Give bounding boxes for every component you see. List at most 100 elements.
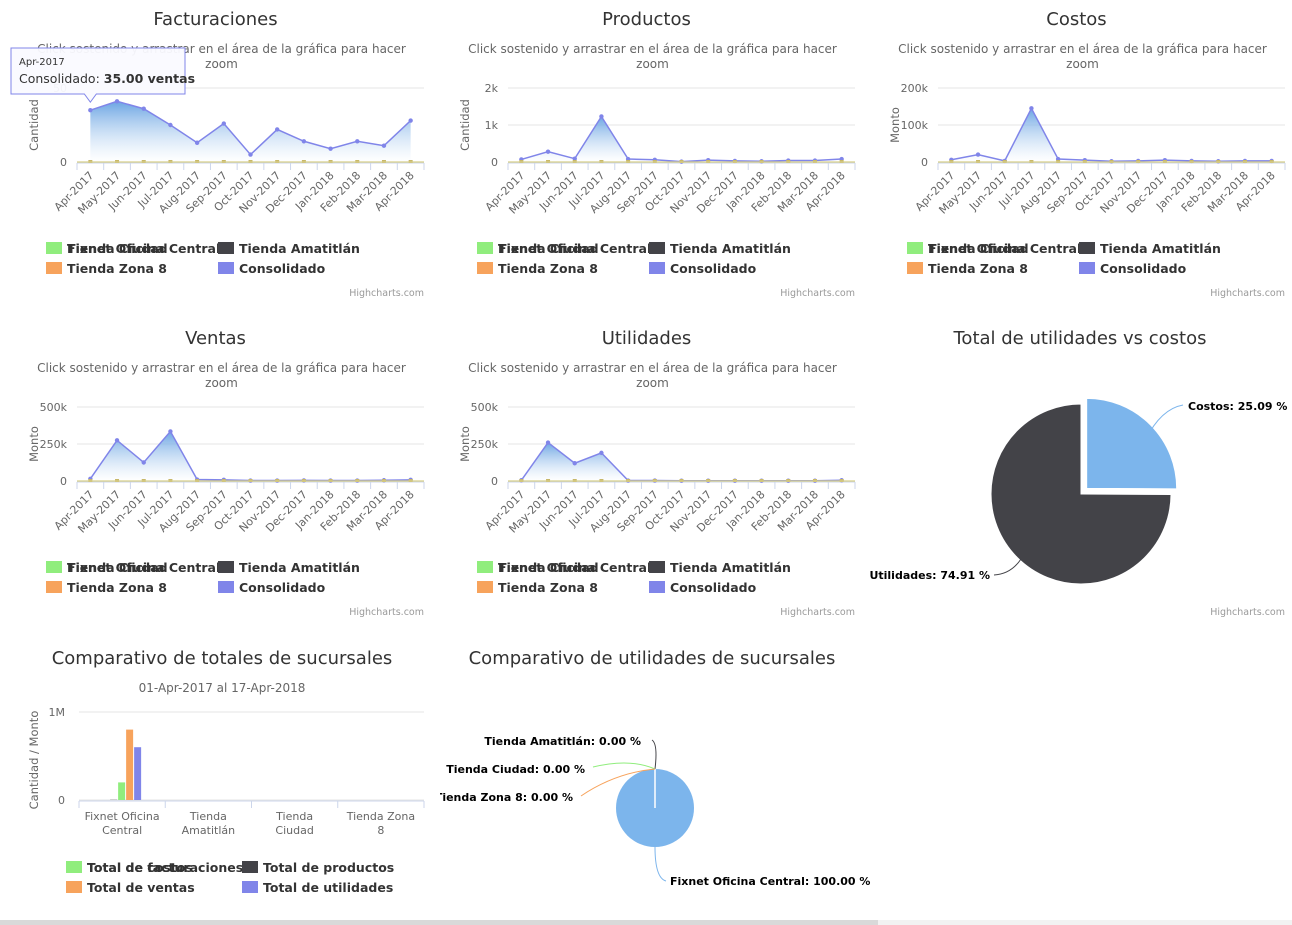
legend-label: Tienda Zona 8 [67, 580, 167, 595]
legend-item[interactable]: Tienda Amatitlán [218, 241, 360, 256]
chart-subtitle: zoom [636, 57, 669, 71]
legend-swatch [907, 262, 923, 274]
chart-utilidades-svg[interactable]: Utilidades Click sostenido y arrastrar en… [431, 319, 862, 624]
legend-item[interactable]: Tienda Zona 8 [477, 261, 598, 276]
chart-productos-svg[interactable]: Productos Click sostenido y arrastrar en … [431, 0, 862, 305]
y-tick-label: 250k [40, 438, 68, 451]
legend-item[interactable]: Consolidado [218, 580, 326, 595]
consolidado-point [114, 99, 120, 104]
chart-comparativo-totales-svg[interactable]: Comparativo de totales de sucursales 01-A… [0, 638, 440, 920]
consolidado-point [141, 460, 146, 465]
legend-label: Tienda Zona 8 [928, 261, 1028, 276]
legend-item[interactable]: Tienda Ciudad [477, 241, 599, 256]
legend-item[interactable]: Tienda Amatitlán [649, 241, 791, 256]
x-tick-label: Tienda [275, 810, 313, 823]
legend-label: Fixnet Oficina Central [928, 241, 1081, 256]
legend-label: Tienda Ciudad [67, 241, 168, 256]
legend-swatch [218, 561, 234, 573]
chart-subtitle: zoom [636, 376, 669, 390]
legend-label: Tienda Ciudad [67, 560, 168, 575]
label-connector [1145, 404, 1184, 440]
bar-3-0 [126, 729, 134, 800]
consolidado-area [90, 431, 411, 481]
y-tick-label: 0 [60, 156, 67, 169]
scrollbar-track [878, 920, 1292, 925]
legend-swatch [66, 881, 82, 893]
tooltip-series: Consolidado: [19, 71, 104, 86]
legend-label: Total de costos [87, 860, 193, 875]
legend-item[interactable]: Tienda Zona 8 [46, 580, 167, 595]
legend-item[interactable]: Tienda Ciudad [46, 560, 168, 575]
legend-item[interactable]: Tienda Ciudad [907, 241, 1029, 256]
legend-swatch [218, 242, 234, 254]
legend-label: Consolidado [1100, 261, 1187, 276]
legend-item[interactable]: Tienda Zona 8 [907, 261, 1028, 276]
legend-item[interactable]: Total de costos [66, 860, 193, 875]
y-tick-label: 0 [58, 794, 65, 807]
y-tick-label: 2k [485, 82, 499, 95]
legend-item[interactable]: Total de utilidades [242, 880, 393, 895]
legend-swatch [477, 561, 493, 573]
consolidado-point [328, 146, 333, 151]
consolidado-area [90, 101, 411, 162]
chart-ventas-svg[interactable]: Ventas Click sostenido y arrastrar en el … [0, 319, 431, 624]
chart-productos[interactable]: Productos Click sostenido y arrastrar en … [431, 0, 862, 305]
legend-label: Tienda Amatitlán [670, 241, 791, 256]
x-tick-label: Amatitlán [182, 824, 235, 837]
legend-label: Fixnet Oficina Central [498, 241, 651, 256]
legend-label: Tienda Ciudad [498, 241, 599, 256]
chart-ventas[interactable]: Ventas Click sostenido y arrastrar en el … [0, 319, 431, 624]
y-axis-label: Cantidad / Monto [27, 711, 41, 810]
chart-comparativo-totales[interactable]: Comparativo de totales de sucursales 01-A… [0, 638, 440, 920]
chart-subtitle: Click sostenido y arrastrar en el área d… [468, 42, 837, 56]
chart-total-utilidades-costos[interactable]: Total de utilidades vs costos Costos: 25.… [861, 319, 1292, 624]
chart-costos-svg[interactable]: Costos Click sostenido y arrastrar en el … [861, 0, 1292, 305]
consolidado-area [521, 116, 842, 162]
legend-item[interactable]: Consolidado [649, 261, 757, 276]
pie-slice-costos [1086, 397, 1178, 490]
y-axis-label: Cantidad [458, 99, 472, 151]
credits: Highcharts.com [1210, 288, 1285, 299]
legend-label: Fixnet Oficina Central [498, 560, 651, 575]
chart-title: Costos [1046, 9, 1106, 30]
legend-item[interactable]: Total de productos [242, 860, 394, 875]
chart-comparativo-utilidades-svg[interactable]: Comparativo de utilidades de sucursales T… [435, 638, 878, 920]
legend-item[interactable]: Tienda Ciudad [46, 241, 168, 256]
legend-item[interactable]: Tienda Amatitlán [218, 560, 360, 575]
legend-item[interactable]: Consolidado [1079, 261, 1187, 276]
chart-total-utilidades-costos-svg[interactable]: Total de utilidades vs costos Costos: 25.… [861, 319, 1292, 624]
horizontal-scrollbar[interactable] [0, 920, 878, 925]
consolidado-point [381, 143, 387, 148]
legend-item[interactable]: Tienda Zona 8 [46, 261, 167, 276]
y-tick-label: 100k [901, 119, 929, 132]
chart-costos[interactable]: Costos Click sostenido y arrastrar en el … [861, 0, 1292, 305]
chart-utilidades[interactable]: Utilidades Click sostenido y arrastrar en… [431, 319, 862, 624]
credits: Highcharts.com [349, 607, 424, 618]
legend-item[interactable]: Tienda Amatitlán [1079, 241, 1221, 256]
legend-item[interactable]: Tienda Ciudad [477, 560, 599, 575]
legend-item[interactable]: Tienda Amatitlán [649, 560, 791, 575]
legend-item[interactable]: Tienda Zona 8 [477, 580, 598, 595]
consolidado-point [248, 152, 253, 157]
consolidado-point [221, 121, 227, 126]
consolidado-point [355, 139, 360, 144]
chart-facturaciones[interactable]: Facturaciones Click sostenido y arrastrar… [0, 0, 431, 305]
pie-label: Tienda Ciudad: 0.00 % [446, 763, 585, 776]
legend-label: Total de utilidades [263, 880, 393, 895]
pie-label: Tienda Amatitlán: 0.00 % [484, 735, 641, 748]
legend-label: Total de facturaciones [87, 860, 243, 875]
chart-subtitle: 01-Apr-2017 al 17-Apr-2018 [139, 681, 306, 695]
legend-swatch [649, 262, 665, 274]
legend-item[interactable]: Consolidado [218, 261, 326, 276]
legend-item[interactable]: Consolidado [649, 580, 757, 595]
legend-label: Tienda Amatitlán [239, 560, 360, 575]
pie-label: Fixnet Oficina Central: 100.00 % [670, 875, 870, 888]
label-connector [592, 762, 656, 770]
legend-item[interactable]: Total de ventas [66, 880, 195, 895]
chart-comparativo-utilidades[interactable]: Comparativo de utilidades de sucursales T… [435, 638, 878, 920]
credits: Highcharts.com [1210, 607, 1285, 618]
bar-2-0 [118, 782, 126, 800]
y-axis-label: Cantidad [27, 99, 41, 151]
consolidado-point [572, 156, 577, 161]
